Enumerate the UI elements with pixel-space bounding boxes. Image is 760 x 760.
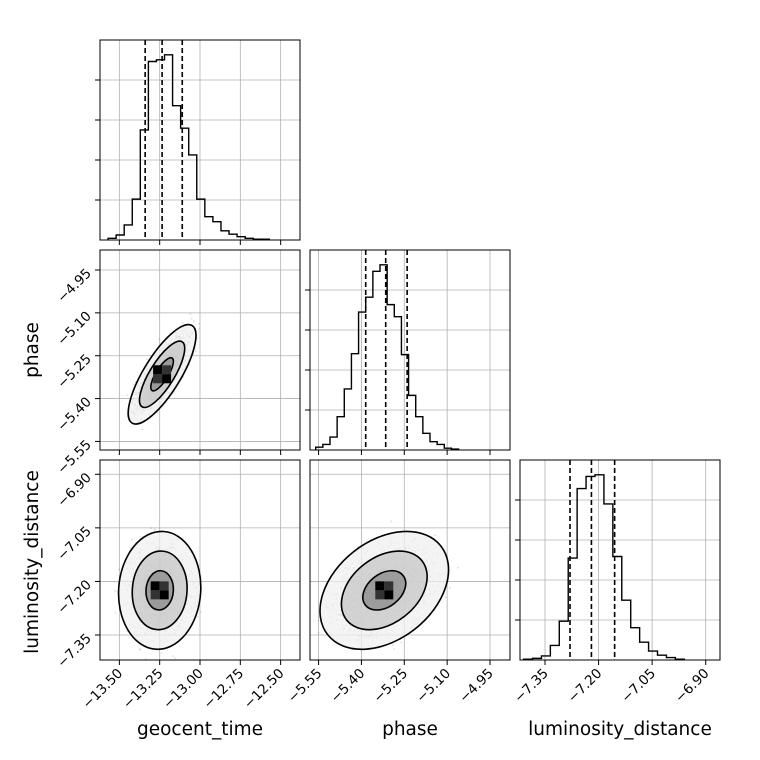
panel-hist-luminosity-distance	[515, 459, 721, 665]
panel-border	[99, 459, 301, 661]
panel-hist-phase	[305, 249, 511, 455]
sample-point	[114, 612, 117, 614]
sample-point	[198, 322, 201, 325]
density-peak-cell	[153, 374, 163, 384]
density-peak-cell	[162, 365, 172, 375]
sample-point	[393, 648, 396, 650]
sample-point	[190, 317, 193, 320]
sample-point	[154, 528, 156, 531]
sample-point	[174, 657, 177, 660]
sample-point	[118, 568, 120, 571]
sample-point	[198, 327, 201, 330]
panel-border	[99, 249, 301, 451]
sample-point	[449, 586, 451, 589]
panel-background	[310, 250, 510, 450]
sample-point	[126, 394, 129, 397]
density-peak-cell	[150, 581, 160, 591]
sample-point	[133, 383, 135, 386]
sample-point	[195, 350, 197, 352]
sample-point	[139, 648, 141, 650]
panel-2d-geocent-time-luminosity-distance	[95, 459, 301, 665]
panel-2d-geocent-time-phase	[95, 249, 301, 455]
sample-point	[144, 657, 147, 660]
panel-content	[126, 313, 201, 431]
sample-point	[141, 428, 144, 431]
histogram-step	[315, 264, 460, 450]
panel-hist-geocent-time	[95, 39, 301, 245]
histogram-step	[522, 474, 685, 660]
panel-border	[519, 459, 721, 661]
panel-background	[520, 460, 720, 660]
sample-point	[181, 322, 184, 324]
sample-point	[146, 358, 149, 361]
panel-border	[309, 249, 511, 451]
sample-point	[199, 611, 202, 613]
density-peak-cell	[162, 374, 172, 384]
sample-point	[139, 648, 142, 651]
panel-2d-phase-luminosity-distance	[309, 459, 511, 665]
density-peak-cell	[159, 590, 169, 600]
sample-point	[172, 655, 174, 657]
density-peak-cell	[150, 590, 160, 600]
panel-border	[99, 39, 301, 241]
sample-point	[196, 616, 199, 618]
sample-point	[158, 338, 161, 341]
histogram-step	[107, 54, 271, 240]
sample-point	[131, 538, 134, 541]
panel-content	[317, 520, 459, 660]
sample-point	[129, 546, 132, 549]
sample-point	[444, 596, 447, 599]
density-peak-cell	[153, 365, 163, 375]
sample-point	[114, 590, 117, 592]
sample-point	[192, 320, 195, 323]
sample-point	[150, 527, 153, 530]
density-peak-cell	[159, 581, 169, 591]
sample-point	[160, 652, 163, 655]
panel-content	[114, 527, 202, 660]
sample-point	[189, 313, 192, 316]
sample-point	[400, 641, 403, 644]
sample-point	[317, 619, 320, 622]
